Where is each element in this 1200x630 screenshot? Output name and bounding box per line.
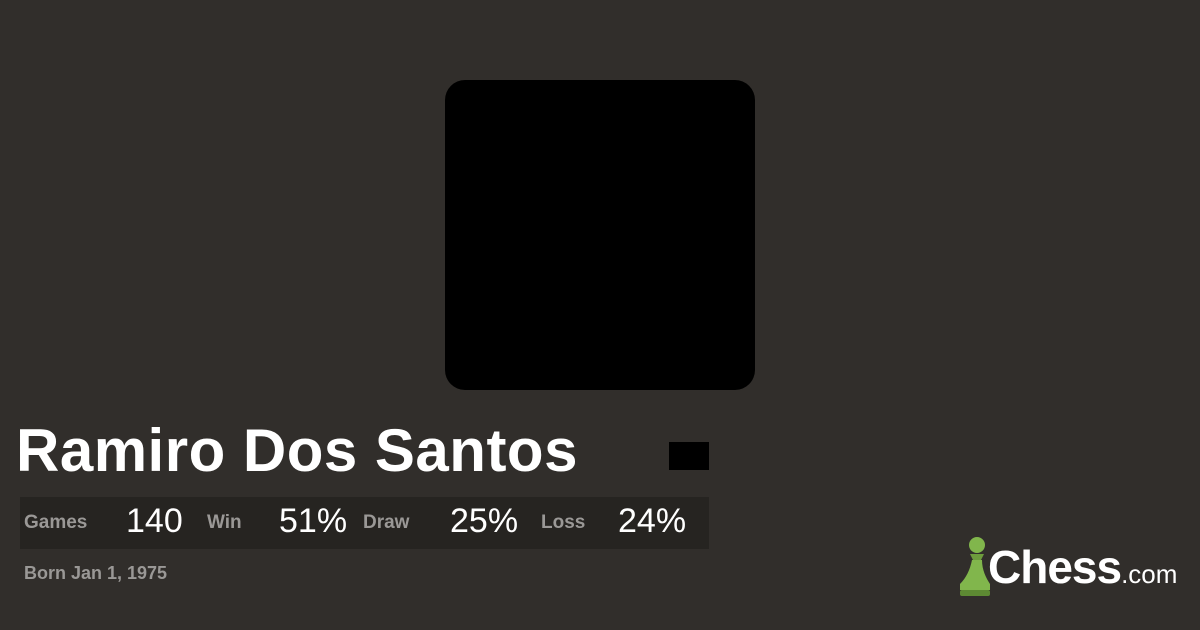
country-flag-icon	[669, 442, 709, 470]
player-name: Ramiro Dos Santos	[16, 417, 578, 484]
draw-value: 25%	[450, 502, 519, 540]
games-value: 140	[126, 502, 183, 540]
born-date: Born Jan 1, 1975	[24, 563, 168, 583]
win-label: Win	[207, 512, 242, 533]
logo-wordmark: Chess	[988, 541, 1122, 593]
win-value: 51%	[279, 502, 348, 540]
games-label: Games	[24, 512, 88, 533]
chess-com-logo: Chess.com	[958, 534, 1188, 598]
stats-bar: Games 140 Win 51% Draw 25% Loss 24%	[20, 497, 709, 549]
loss-label: Loss	[541, 512, 586, 533]
draw-label: Draw	[363, 512, 410, 533]
logo-suffix: .com	[1121, 559, 1178, 589]
avatar	[445, 80, 755, 390]
loss-value: 24%	[618, 502, 687, 540]
pawn-icon	[960, 537, 990, 596]
